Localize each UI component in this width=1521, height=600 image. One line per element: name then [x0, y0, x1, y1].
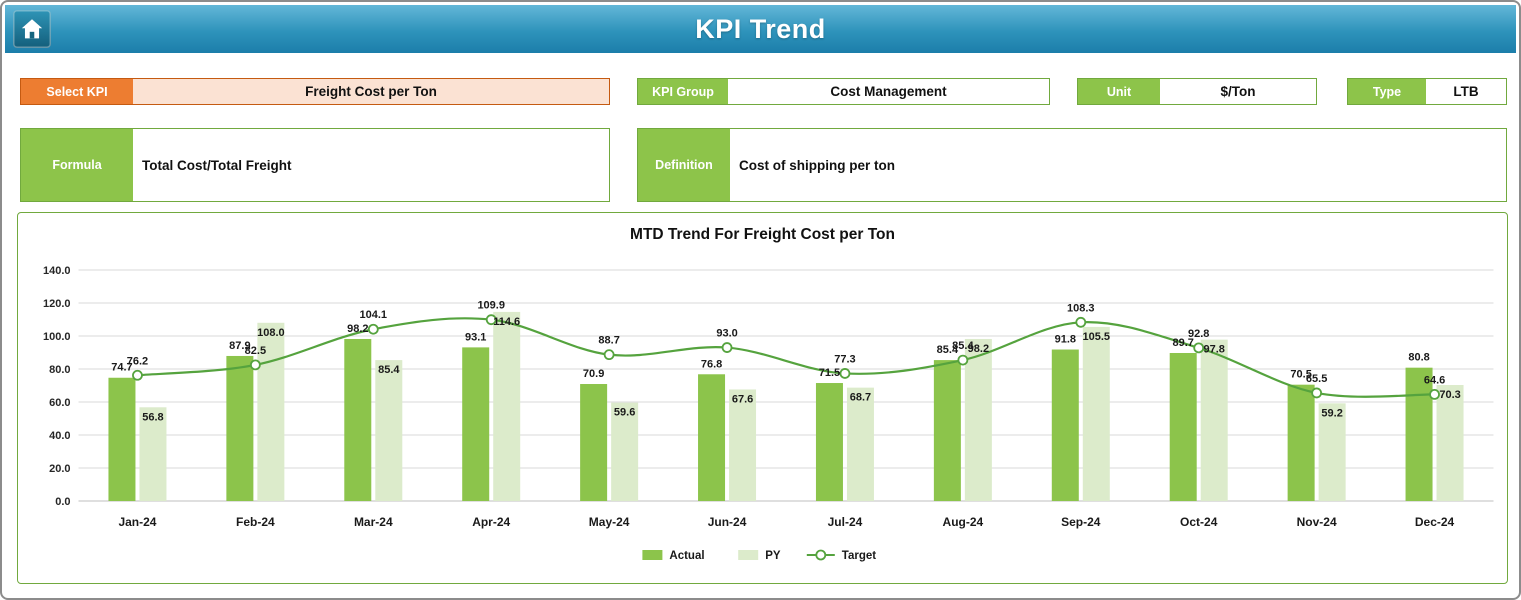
type-field: Type LTB — [1347, 78, 1507, 105]
svg-text:140.0: 140.0 — [43, 265, 71, 277]
svg-text:56.8: 56.8 — [142, 411, 163, 423]
kpi-group-field: KPI Group Cost Management — [637, 78, 1050, 105]
svg-text:74.7: 74.7 — [111, 362, 132, 374]
svg-text:98.2: 98.2 — [347, 323, 368, 335]
home-button[interactable] — [13, 10, 51, 48]
definition-label: Definition — [638, 129, 730, 201]
unit-label: Unit — [1078, 79, 1160, 104]
svg-text:88.7: 88.7 — [598, 335, 619, 347]
svg-text:85.4: 85.4 — [937, 344, 959, 356]
svg-text:108.3: 108.3 — [1067, 302, 1095, 314]
kpi-trend-chart: 0.0 20.0 40.0 60.0 80.0 100.0 120.0 140.0 74.7 87… — [18, 253, 1507, 583]
chart-title: MTD Trend For Freight Cost per Ton — [630, 226, 895, 243]
svg-text:Nov-24: Nov-24 — [1297, 515, 1337, 529]
svg-text:82.5: 82.5 — [245, 345, 266, 357]
legend: Actual PY Target — [642, 549, 876, 562]
svg-text:64.6: 64.6 — [1424, 374, 1445, 386]
svg-text:67.6: 67.6 — [732, 393, 753, 405]
svg-text:85.4: 85.4 — [952, 340, 974, 352]
formula-label: Formula — [21, 129, 133, 201]
x-axis-labels: Jan-24 Feb-24 Mar-24 Apr-24 May-24 Jun-24 Jul-… — [118, 515, 1454, 529]
svg-text:109.9: 109.9 — [477, 300, 505, 312]
svg-text:89.7: 89.7 — [1172, 337, 1193, 349]
definition-field: Definition Cost of shipping per ton — [637, 128, 1507, 202]
svg-text:70.5: 70.5 — [1290, 369, 1311, 381]
formula-value: Total Cost/Total Freight — [133, 129, 609, 201]
svg-text:Jun-24: Jun-24 — [708, 515, 747, 529]
svg-text:68.7: 68.7 — [850, 392, 871, 404]
svg-text:Jul-24: Jul-24 — [828, 515, 863, 529]
formula-field: Formula Total Cost/Total Freight — [20, 128, 610, 202]
header-banner: KPI Trend — [5, 5, 1516, 53]
svg-text:Sep-24: Sep-24 — [1061, 515, 1101, 529]
select-kpi-value[interactable]: Freight Cost per Ton — [133, 79, 609, 104]
svg-text:100.0: 100.0 — [43, 331, 71, 343]
y-axis-labels: 0.0 20.0 40.0 60.0 80.0 100.0 120.0 140.0 — [43, 265, 71, 508]
svg-text:PY: PY — [765, 550, 781, 562]
svg-text:93.0: 93.0 — [716, 328, 737, 340]
svg-text:May-24: May-24 — [589, 515, 630, 529]
svg-text:Dec-24: Dec-24 — [1415, 515, 1455, 529]
svg-text:105.5: 105.5 — [1083, 331, 1111, 343]
bars-actual — [108, 338, 1433, 501]
svg-text:59.2: 59.2 — [1321, 407, 1342, 419]
svg-text:20.0: 20.0 — [49, 463, 70, 475]
svg-text:59.6: 59.6 — [614, 407, 635, 419]
svg-text:70.9: 70.9 — [583, 368, 604, 380]
svg-text:Apr-24: Apr-24 — [472, 515, 510, 529]
definition-value: Cost of shipping per ton — [730, 129, 1506, 201]
target-line — [132, 314, 1440, 400]
svg-text:40.0: 40.0 — [49, 430, 70, 442]
select-kpi-field: Select KPI Freight Cost per Ton — [20, 78, 610, 105]
svg-text:Actual: Actual — [669, 550, 704, 562]
svg-text:76.8: 76.8 — [701, 358, 722, 370]
bars-py — [139, 311, 1464, 501]
type-label: Type — [1348, 79, 1426, 104]
svg-text:85.4: 85.4 — [378, 364, 400, 376]
page-title: KPI Trend — [695, 14, 826, 44]
svg-text:Target: Target — [842, 550, 876, 562]
svg-text:76.2: 76.2 — [127, 355, 148, 367]
home-icon — [21, 19, 43, 39]
svg-text:71.5: 71.5 — [819, 367, 840, 379]
kpi-group-value: Cost Management — [728, 79, 1049, 104]
svg-text:65.5: 65.5 — [1306, 373, 1327, 385]
svg-text:108.0: 108.0 — [257, 327, 285, 339]
svg-text:80.8: 80.8 — [1408, 352, 1429, 364]
svg-text:104.1: 104.1 — [360, 309, 388, 321]
svg-text:98.2: 98.2 — [968, 343, 989, 355]
svg-text:Mar-24: Mar-24 — [354, 515, 393, 529]
svg-text:77.3: 77.3 — [834, 353, 855, 365]
svg-text:80.0: 80.0 — [49, 364, 70, 376]
select-kpi-label: Select KPI — [21, 79, 133, 104]
svg-text:97.8: 97.8 — [1203, 344, 1224, 356]
svg-text:0.0: 0.0 — [55, 496, 70, 508]
unit-field: Unit $/Ton — [1077, 78, 1317, 105]
svg-text:114.6: 114.6 — [493, 316, 520, 328]
kpi-group-label: KPI Group — [638, 79, 728, 104]
data-labels: 74.7 87.9 98.2 93.1 70.9 76.8 71.5 85.4 91.8 89.7… — [111, 300, 1461, 424]
svg-text:Oct-24: Oct-24 — [1180, 515, 1218, 529]
svg-text:92.8: 92.8 — [1188, 328, 1209, 340]
chart-panel: MTD Trend For Freight Cost per Ton 0.0 20… — [17, 212, 1508, 584]
svg-text:Feb-24: Feb-24 — [236, 515, 275, 529]
svg-text:70.3: 70.3 — [1439, 389, 1460, 401]
type-value: LTB — [1426, 79, 1506, 104]
svg-text:120.0: 120.0 — [43, 298, 71, 310]
svg-text:91.8: 91.8 — [1055, 334, 1076, 346]
unit-value: $/Ton — [1160, 79, 1316, 104]
svg-text:Aug-24: Aug-24 — [943, 515, 984, 529]
svg-text:87.9: 87.9 — [229, 340, 250, 352]
gridlines — [78, 269, 1494, 502]
svg-text:Jan-24: Jan-24 — [118, 515, 156, 529]
svg-text:60.0: 60.0 — [49, 397, 70, 409]
svg-text:93.1: 93.1 — [465, 331, 486, 343]
